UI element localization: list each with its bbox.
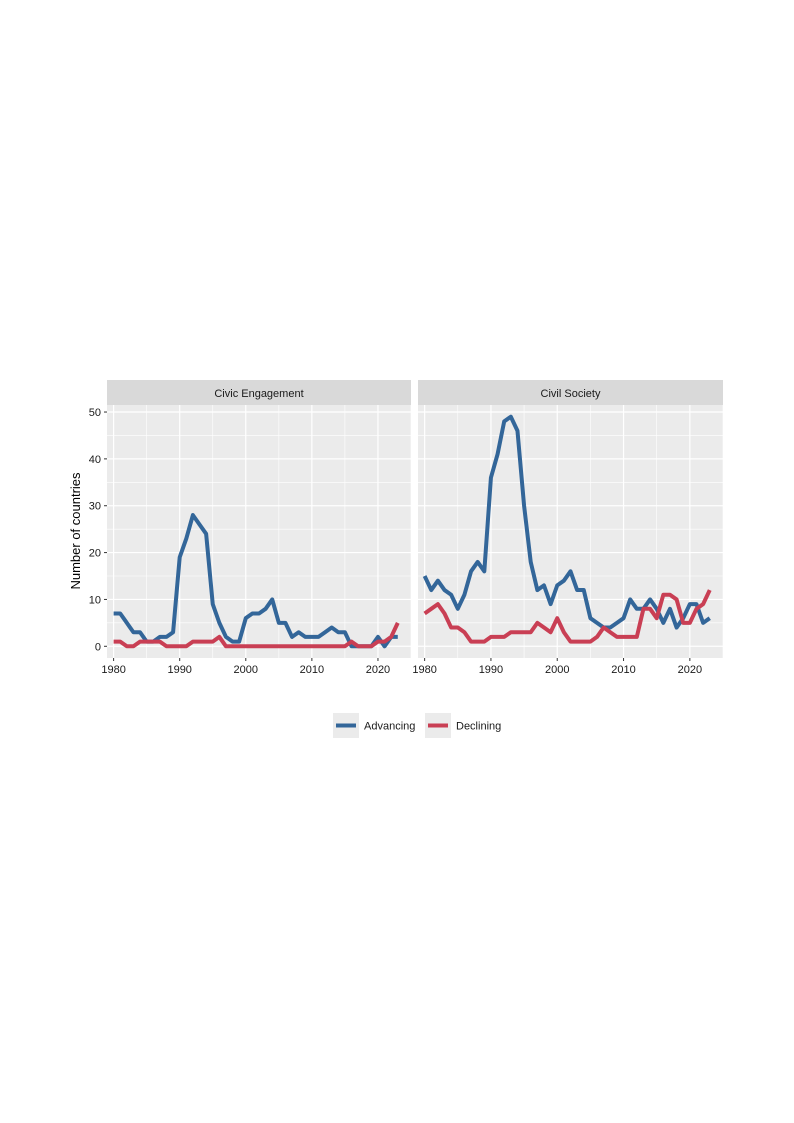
legend-label-declining: Declining: [456, 721, 501, 733]
y-tick-label: 10: [89, 594, 101, 606]
y-tick-label: 40: [89, 454, 101, 466]
plot-background: [107, 405, 411, 658]
y-axis-title: Number of countries: [68, 472, 83, 590]
panel-title: Civic Engagement: [214, 388, 303, 400]
x-axis-left: 1980 1990 2000 2010 2020: [101, 658, 390, 676]
series-lines: [113, 513, 400, 649]
panel-civil-society: Civil Society: [418, 380, 724, 658]
panel-title: Civil Society: [541, 388, 601, 400]
x-axis-right: 1980 1990 2000 2010 2020: [412, 658, 702, 676]
x-tick-label: 2020: [678, 664, 702, 676]
x-tick-label: 2010: [300, 664, 324, 676]
series-line-advancing: [422, 414, 711, 630]
x-tick-label: 1990: [167, 664, 191, 676]
legend-label-advancing: Advancing: [364, 721, 415, 733]
x-tick-label: 1990: [479, 664, 503, 676]
strip-background: [107, 380, 411, 405]
plot-background: [418, 405, 723, 658]
strip-background: [418, 380, 723, 405]
x-tick-label: 2000: [545, 664, 569, 676]
y-tick-label: 0: [95, 641, 101, 653]
x-tick-label: 2020: [366, 664, 390, 676]
y-tick-label: 50: [89, 407, 101, 419]
legend: Advancing Declining: [333, 713, 501, 738]
series-lines: [422, 414, 712, 644]
x-tick-label: 2000: [234, 664, 258, 676]
y-tick-label: 20: [89, 548, 101, 560]
y-axis: 0 10 20 30 40 50: [89, 407, 107, 653]
x-tick-label: 2010: [611, 664, 635, 676]
x-tick-label: 1980: [101, 664, 125, 676]
y-tick-label: 30: [89, 501, 101, 513]
series-line-declining: [113, 622, 400, 649]
series-line-declining: [423, 589, 712, 644]
panel-civic-engagement: Civic Engagement: [107, 380, 412, 658]
x-tick-label: 1980: [412, 664, 436, 676]
